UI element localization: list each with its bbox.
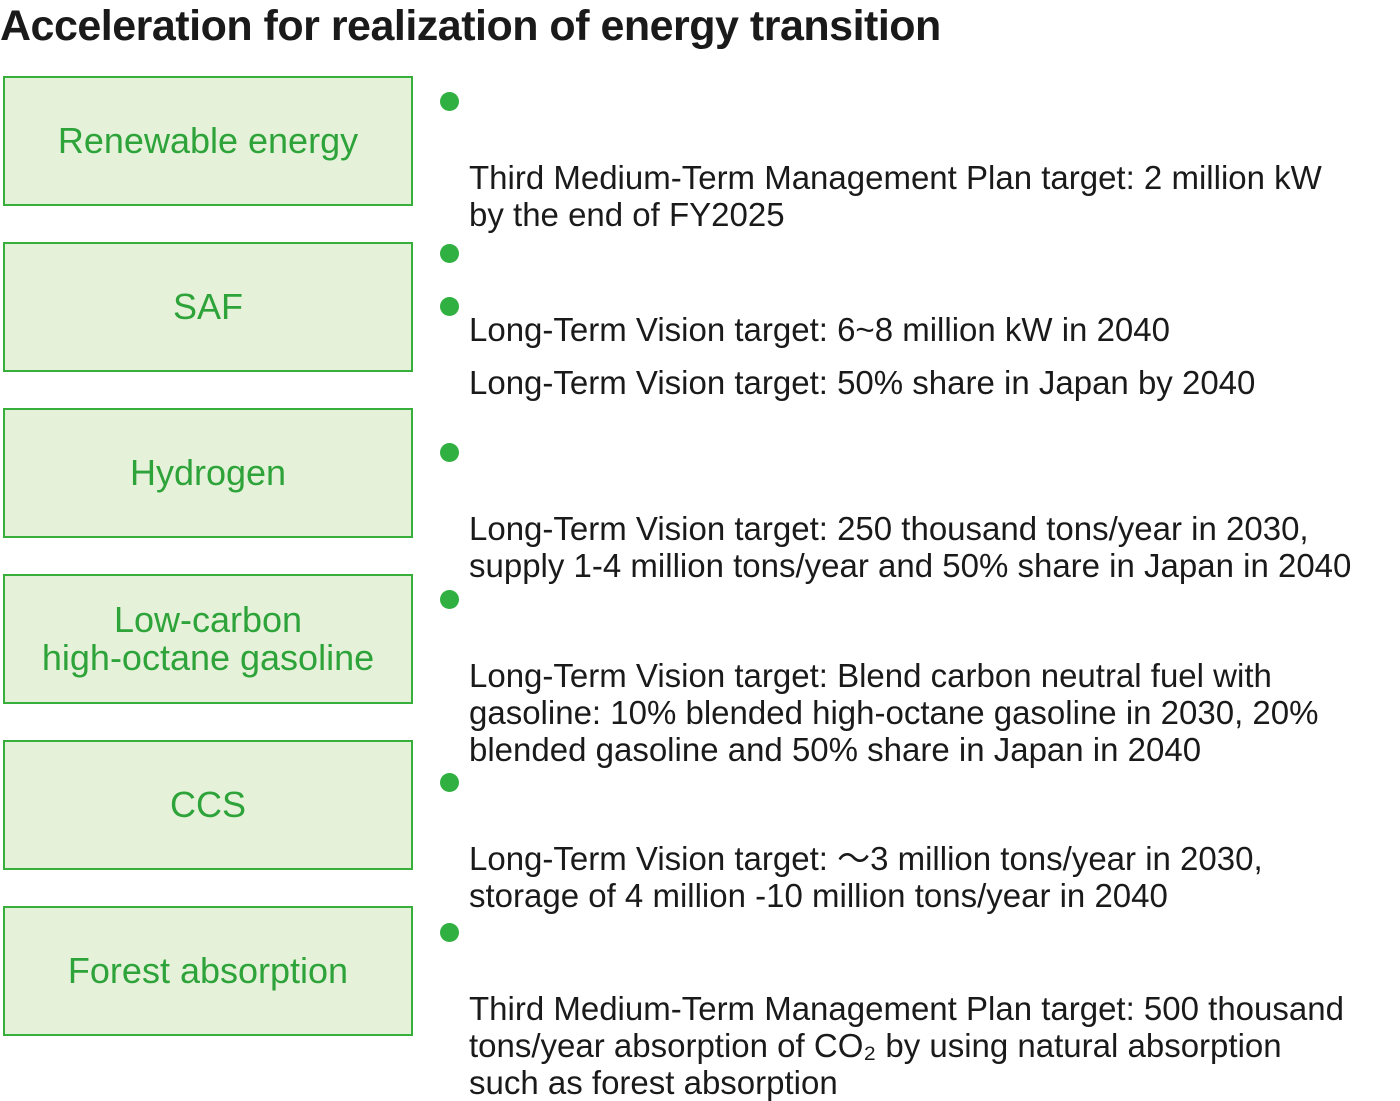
category-box: Hydrogen bbox=[3, 408, 413, 538]
bullet-dot-icon bbox=[440, 92, 459, 111]
bullet-dot-icon bbox=[440, 923, 459, 942]
target-row-forest-absorption: Forest absorption Third Medium-Term Mana… bbox=[3, 906, 1400, 1101]
target-list: Long-Term Vision target: ～3 million tons… bbox=[439, 766, 1400, 914]
page-title: Acceleration for realization of energy t… bbox=[0, 2, 941, 50]
target-item: Long-Term Vision target: Blend carbon ne… bbox=[439, 583, 1400, 768]
category-label: CCS bbox=[169, 784, 246, 825]
bullet-dot-icon bbox=[440, 773, 459, 792]
target-item: Third Medium-Term Management Plan target… bbox=[439, 85, 1400, 233]
category-box: Forest absorption bbox=[3, 906, 413, 1036]
target-row-ccs: CCS Long-Term Vision target: ～3 million … bbox=[3, 740, 1400, 914]
target-row-low-carbon-gasoline: Low-carbon high-octane gasoline Long-Ter… bbox=[3, 574, 1400, 768]
target-text: Long-Term Vision target: 6~8 million kW … bbox=[469, 311, 1170, 348]
category-box: Renewable energy bbox=[3, 76, 413, 206]
target-list: Long-Term Vision target: Blend carbon ne… bbox=[439, 583, 1400, 768]
category-box: CCS bbox=[3, 740, 413, 870]
category-label: Low-carbon high-octane gasoline bbox=[41, 599, 375, 678]
target-list: Long-Term Vision target: 250 thousand to… bbox=[439, 436, 1400, 584]
category-label: Renewable energy bbox=[57, 120, 359, 161]
target-item: Long-Term Vision target: 250 thousand to… bbox=[439, 436, 1400, 584]
target-text: Third Medium-Term Management Plan target… bbox=[469, 159, 1322, 233]
target-text: Third Medium-Term Management Plan target… bbox=[469, 990, 1344, 1101]
category-label: Hydrogen bbox=[129, 452, 287, 493]
bullet-dot-icon bbox=[440, 443, 459, 462]
target-row-hydrogen: Hydrogen Long-Term Vision target: 250 th… bbox=[3, 408, 1400, 584]
target-text: Long-Term Vision target: Blend carbon ne… bbox=[469, 657, 1319, 768]
category-box: SAF bbox=[3, 242, 413, 372]
target-text: Long-Term Vision target: 50% share in Ja… bbox=[469, 364, 1256, 401]
bullet-dot-icon bbox=[440, 244, 459, 263]
target-row-saf: SAF Long-Term Vision target: 50% share i… bbox=[3, 242, 1400, 401]
bullet-dot-icon bbox=[440, 297, 459, 316]
target-item: Long-Term Vision target: 6~8 million kW … bbox=[439, 237, 1400, 348]
target-item: Third Medium-Term Management Plan target… bbox=[439, 916, 1400, 1101]
target-list: Third Medium-Term Management Plan target… bbox=[439, 85, 1400, 348]
target-row-renewable-energy: Renewable energy Third Medium-Term Manag… bbox=[3, 76, 1400, 348]
target-item: Long-Term Vision target: 50% share in Ja… bbox=[439, 290, 1400, 401]
bullet-dot-icon bbox=[440, 590, 459, 609]
target-text: Long-Term Vision target: 250 thousand to… bbox=[469, 510, 1352, 584]
target-item: Long-Term Vision target: ～3 million tons… bbox=[439, 766, 1400, 914]
category-label: Forest absorption bbox=[67, 950, 349, 991]
target-list: Long-Term Vision target: 50% share in Ja… bbox=[439, 290, 1400, 401]
category-label: SAF bbox=[172, 286, 243, 327]
target-list: Third Medium-Term Management Plan target… bbox=[439, 916, 1400, 1101]
category-box: Low-carbon high-octane gasoline bbox=[3, 574, 413, 704]
target-text: Long-Term Vision target: ～3 million tons… bbox=[469, 840, 1263, 914]
